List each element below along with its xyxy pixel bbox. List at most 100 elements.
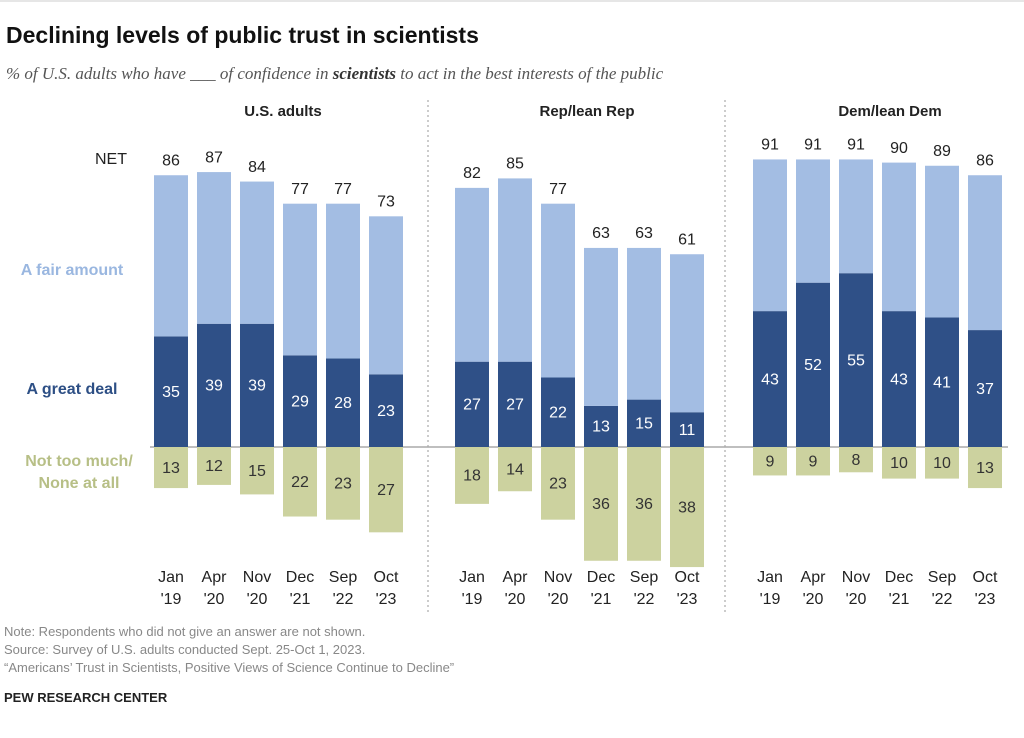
x-tick-label: Dec '21 [586, 569, 616, 608]
value-label: 13 [976, 460, 994, 477]
x-tick-label: Sep '22 [328, 569, 358, 608]
bar [584, 405, 618, 447]
note: Source: Survey of U.S. adults conducted … [4, 642, 366, 657]
value-label: 28 [334, 395, 352, 412]
value-label: 8 [852, 452, 861, 469]
bar [968, 447, 1002, 489]
bar [925, 317, 959, 447]
bar [670, 412, 704, 447]
bar [498, 361, 532, 447]
total-label: 84 [248, 159, 266, 176]
bar [326, 358, 360, 447]
bar [455, 187, 489, 362]
value-label: 52 [804, 357, 822, 374]
legend-label: A fair amount [21, 262, 124, 279]
x-tick-label: Nov '20 [242, 569, 272, 608]
bar [455, 447, 489, 504]
subtitle: % of U.S. adults who have ___ of confide… [6, 64, 663, 84]
total-label: 91 [761, 137, 779, 154]
value-label: 9 [766, 453, 775, 470]
total-label: 90 [890, 140, 908, 157]
value-label: 13 [592, 419, 610, 436]
panel-title: U.S. adults [244, 103, 322, 120]
x-tick-label: Oct '23 [674, 569, 700, 608]
bar [369, 447, 403, 533]
value-label: 43 [890, 371, 908, 388]
subtitle-text: % of U.S. adults who have ___ of confide… [6, 64, 333, 83]
bar [968, 175, 1002, 331]
value-label: 15 [248, 463, 266, 480]
value-label: 12 [205, 458, 223, 475]
total-label: 87 [205, 149, 223, 166]
total-label: 89 [933, 143, 951, 160]
x-tick-label: Apr '20 [201, 569, 227, 608]
bar [968, 330, 1002, 447]
legend-label: A great deal [27, 381, 118, 398]
bar [627, 399, 661, 447]
x-tick-label: Jan '19 [459, 569, 485, 608]
value-label: 10 [933, 455, 951, 472]
bar [796, 282, 830, 447]
x-tick-label: Sep '22 [629, 569, 659, 608]
bar [925, 447, 959, 479]
bar [796, 447, 830, 476]
bar [753, 159, 787, 312]
bar [753, 447, 787, 476]
total-label: 91 [804, 137, 822, 154]
bar [498, 447, 532, 492]
bar [670, 447, 704, 568]
bar [240, 447, 274, 495]
panel-title: Dem/lean Dem [838, 103, 941, 120]
bar [369, 216, 403, 375]
bar [882, 162, 916, 312]
x-tick-label: Oct '23 [972, 569, 998, 608]
bar [839, 447, 873, 473]
bar [541, 447, 575, 520]
value-label: 35 [162, 384, 180, 401]
x-tick-label: Jan '19 [757, 569, 783, 608]
value-label: 38 [678, 499, 696, 516]
value-label: 55 [847, 352, 865, 369]
bar [240, 181, 274, 324]
bar [369, 374, 403, 447]
x-tick-label: Dec '21 [884, 569, 914, 608]
bar [326, 447, 360, 520]
value-label: 10 [890, 455, 908, 472]
total-label: 77 [291, 181, 309, 198]
bar [584, 247, 618, 406]
bar [584, 447, 618, 561]
legend-label: Not too much/ None at all [25, 453, 133, 492]
total-label: 91 [847, 137, 865, 154]
bar [541, 203, 575, 378]
total-label: 73 [377, 194, 395, 211]
value-label: 37 [976, 381, 994, 398]
bar [882, 447, 916, 479]
value-label: 27 [506, 397, 524, 414]
x-tick-label: Dec '21 [285, 569, 315, 608]
bar [498, 178, 532, 362]
note: “Americans’ Trust in Scientists, Positiv… [4, 660, 455, 675]
bar [154, 175, 188, 337]
value-label: 39 [205, 378, 223, 395]
totals-label: NET [95, 151, 127, 168]
bar [627, 447, 661, 561]
value-label: 22 [549, 404, 567, 421]
value-label: 23 [334, 476, 352, 493]
value-label: 36 [635, 496, 653, 513]
subtitle-text: to act in the best interests of the publ… [396, 64, 664, 83]
bar [283, 355, 317, 447]
x-tick-label: Sep '22 [927, 569, 957, 608]
value-label: 13 [162, 460, 180, 477]
value-label: 36 [592, 496, 610, 513]
bar [670, 254, 704, 413]
subtitle-emphasis: scientists [332, 64, 397, 83]
value-label: 11 [679, 422, 696, 439]
bar [455, 361, 489, 447]
bar [627, 247, 661, 400]
bar [283, 447, 317, 517]
value-label: 22 [291, 474, 309, 491]
value-label: 39 [248, 378, 266, 395]
bar [197, 447, 231, 485]
